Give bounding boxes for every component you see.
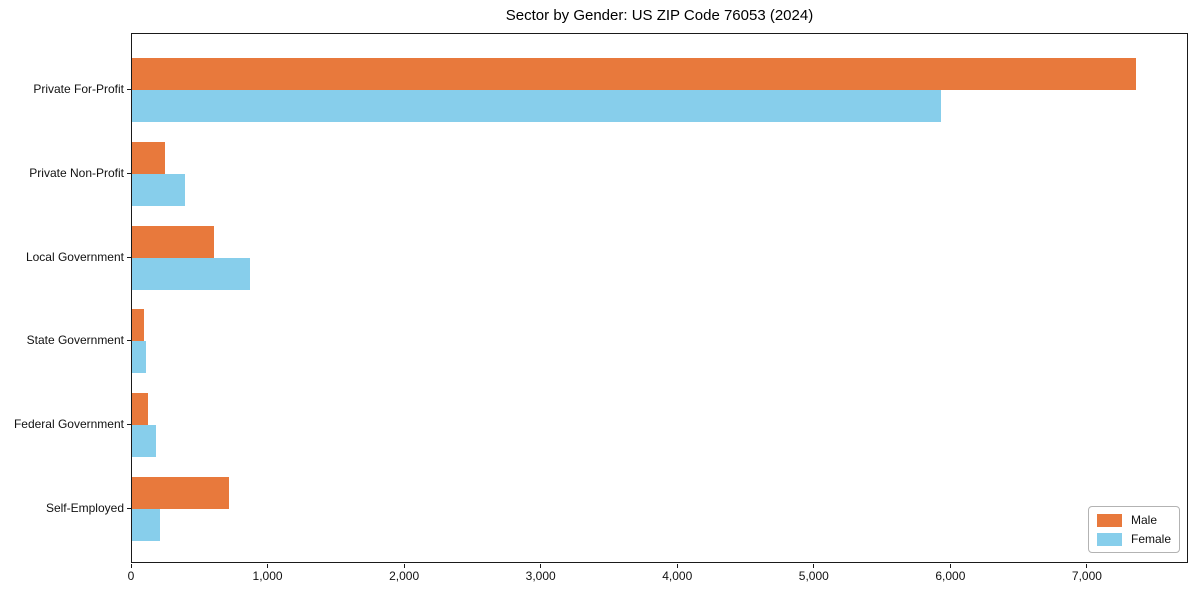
x-tick-label: 0 [127,569,135,583]
x-tick-label: 6,000 [935,569,966,583]
bar-group [132,309,1187,374]
y-tick-label: Private For-Profit [33,82,124,96]
bar-female [132,90,941,122]
bar-group [132,141,1187,206]
y-tick-label: Private Non-Profit [29,165,124,180]
bar-male [132,225,214,258]
y-tick-mark [127,172,131,174]
bar-female [132,509,160,541]
y-tick-mark [127,424,131,426]
legend: Male Female [1088,506,1180,553]
bar-female [132,341,146,374]
x-tick-mark [130,564,132,568]
legend-label-male: Male [1131,513,1158,527]
x-tick-mark [949,564,951,568]
y-tick-label: Local Government [25,249,124,264]
legend-item-female: Female [1097,532,1171,546]
x-tick-label: 7,000 [1071,569,1102,583]
bar-group [132,477,1187,541]
legend-swatch-male [1097,513,1122,527]
bar-group [132,58,1187,122]
x-tick-mark [676,564,678,568]
y-tick-label: Self-Employed [45,501,124,515]
x-tick-mark [540,564,542,568]
x-tick-mark [813,564,815,568]
y-tick-label: State Government [26,333,124,348]
x-tick-label: 3,000 [525,569,556,583]
bar-female [132,425,156,458]
plot-area [131,33,1188,563]
legend-swatch-female [1097,532,1122,546]
y-tick-mark [127,508,131,509]
x-tick-label: 4,000 [662,569,693,583]
x-tick-label: 1,000 [252,569,283,583]
bar-group [132,393,1187,458]
chart-title: Sector by Gender: US ZIP Code 76053 (202… [505,7,814,24]
legend-label-female: Female [1130,532,1171,546]
bar-female [132,173,186,206]
bar-group [132,225,1187,290]
bar-male [132,393,148,426]
y-tick-label: Federal Government [13,417,124,432]
bar-male [132,309,145,342]
bar-male [132,58,1136,90]
x-tick-mark [267,564,269,568]
x-tick-label: 2,000 [389,569,420,583]
y-tick-mark [127,89,131,90]
bar-female [132,257,251,290]
x-tick-label: 5,000 [798,569,829,583]
x-tick-mark [1086,564,1088,568]
bar-male [132,477,229,509]
x-tick-mark [403,564,405,568]
bar-male [132,141,165,174]
legend-item-male: Male [1097,513,1171,527]
y-tick-mark [127,256,131,258]
y-tick-mark [127,340,131,342]
